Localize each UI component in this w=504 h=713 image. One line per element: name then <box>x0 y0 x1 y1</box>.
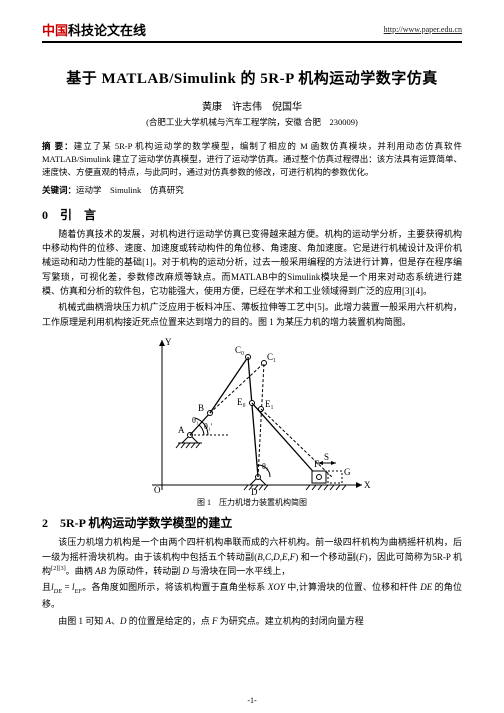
page-number: -1- <box>0 696 504 705</box>
svg-text:B: B <box>198 403 204 413</box>
paper-affiliation: (合肥工业大学机械与汽车工程学院，安徽 合肥 230009) <box>42 116 462 128</box>
section-2-p1b: 且lDE = lEF。各角度如图所示，将该机构置于直角坐标系 XOY 中,计算滑… <box>42 580 462 611</box>
svg-text:Y: Y <box>165 337 172 347</box>
inline-joints: B,C,D,E,F <box>257 552 295 562</box>
svg-text:X: X <box>364 480 371 490</box>
section-2-p1: 该压力机增力机构是一个由两个四杆机构串联而成的六杆机构。前一级四杆机构为曲柄摇杆… <box>42 535 462 578</box>
svg-text:C₀: C₀ <box>235 345 244 355</box>
svg-text:θ₁: θ₁ <box>192 416 199 425</box>
svg-text:A: A <box>178 425 185 435</box>
inline-XOY: XOY <box>268 582 285 592</box>
svg-text:E₁: E₁ <box>265 399 274 409</box>
svg-text:E₀: E₀ <box>237 397 246 407</box>
svg-text:F: F <box>314 459 319 469</box>
keywords-label: 关键词： <box>42 185 76 195</box>
inline-DE: DE <box>420 582 432 592</box>
section-2-title: 2 5R-P 机构运动学数学模型的建立 <box>42 514 462 531</box>
site-url[interactable]: http://www.paper.edu.cn <box>384 25 462 34</box>
section-0-p2: 机械式曲柄滑块压力机广泛应用于板料冲压、薄板拉伸等工艺中[5]。此增力装置一般采… <box>42 300 462 329</box>
figure-1: O X Y A B θ₁' θ₁ C₀ <box>42 335 462 508</box>
abstract-label: 摘 要： <box>42 141 74 151</box>
paper-title: 基于 MATLAB/Simulink 的 5R-P 机构运动学数字仿真 <box>42 67 462 88</box>
keywords: 关键词：运动学 Simulink 仿真研究 <box>42 184 462 196</box>
abstract: 摘 要：建立了某 5R-P 机构运动学的数学模型，编制了相应的 M 函数仿真模块… <box>42 140 462 180</box>
site-logo: 中国科技论文在线 <box>42 20 146 39</box>
citation-sup: [2][3] <box>51 565 66 572</box>
section-0-title: 0 引 言 <box>42 206 462 223</box>
svg-text:D: D <box>251 487 258 495</box>
svg-text:C₁: C₁ <box>267 352 276 362</box>
paper-authors: 黄康 许志伟 倪国华 <box>42 98 462 113</box>
section-2-p2: 由图 1 可知 A、D 的位置是给定的，点 F 为研究点。建立机构的封闭向量方程 <box>42 614 462 628</box>
header: 中国科技论文在线 http://www.paper.edu.cn <box>42 20 462 43</box>
logo-red-text: 中国 <box>42 23 68 38</box>
section-0-p1: 随着仿真技术的发展，对机构进行运动学仿真已变得越来越方便。机构的运动学分析，主要… <box>42 227 462 299</box>
svg-text:G: G <box>344 467 351 477</box>
abstract-text: 建立了某 5R-P 机构运动学的数学模型，编制了相应的 M 函数仿真模块，并利用… <box>42 141 462 177</box>
svg-text:S: S <box>324 452 329 462</box>
logo-black-text: 科技论文在线 <box>68 23 146 38</box>
svg-text:O: O <box>154 485 161 495</box>
figure-1-diagram: O X Y A B θ₁' θ₁ C₀ <box>132 335 372 495</box>
page: 中国科技论文在线 http://www.paper.edu.cn 基于 MATL… <box>0 0 504 713</box>
svg-text:θ₃: θ₃ <box>262 462 269 471</box>
inline-AB: AB <box>95 566 106 576</box>
keywords-text: 运动学 Simulink 仿真研究 <box>76 185 184 195</box>
figure-1-caption: 图 1 压力机增力装置机构简图 <box>197 497 307 508</box>
